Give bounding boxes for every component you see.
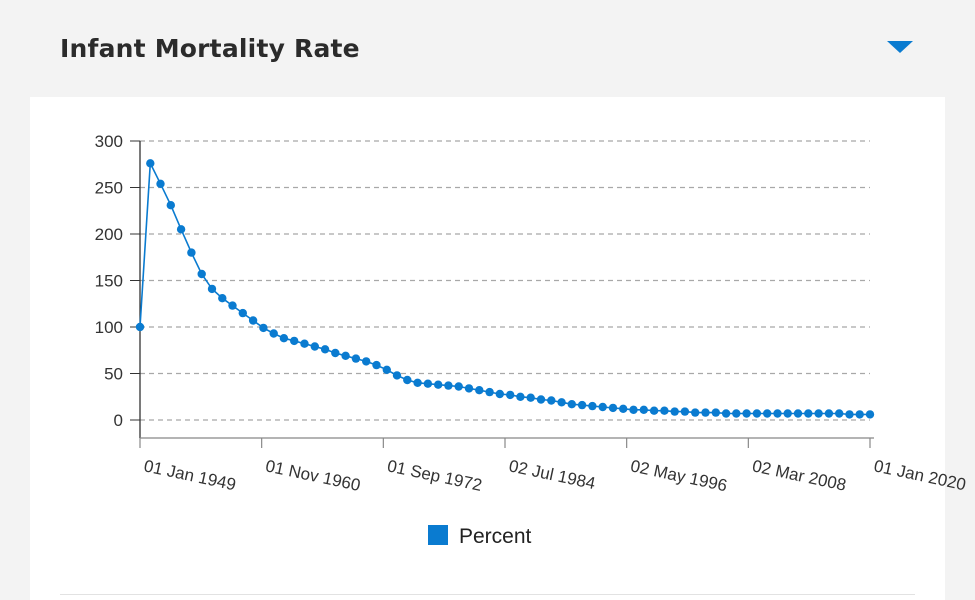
y-tick-label: 300 <box>95 132 123 151</box>
data-point <box>320 345 330 354</box>
data-point <box>300 339 309 348</box>
data-point <box>629 405 638 414</box>
data-point <box>814 409 823 418</box>
card-divider <box>60 594 915 595</box>
data-point <box>176 225 186 234</box>
x-tick-label: 01 Sep 1972 <box>386 456 484 495</box>
y-tick-label: 200 <box>95 225 123 244</box>
data-point <box>475 386 484 395</box>
data-point <box>269 329 278 338</box>
data-point <box>392 371 402 380</box>
data-point <box>135 322 145 332</box>
collapse-toggle[interactable] <box>885 38 917 58</box>
x-tick-label: 02 May 1996 <box>629 456 729 495</box>
data-point <box>660 406 669 415</box>
legend-swatch <box>428 525 448 545</box>
data-point <box>434 380 443 389</box>
data-point <box>413 378 422 387</box>
data-point <box>567 400 576 409</box>
data-point <box>197 269 206 279</box>
data-point <box>290 336 299 346</box>
chart-card: Infant Mortality Rate <box>30 0 945 600</box>
x-tick-label: 02 Jul 1984 <box>507 456 597 493</box>
data-point <box>187 248 196 257</box>
data-point <box>865 410 875 419</box>
data-point <box>485 387 494 397</box>
data-point <box>793 409 803 418</box>
data-point <box>557 398 566 407</box>
data-point <box>680 407 690 416</box>
data-point <box>855 410 864 419</box>
data-point <box>331 348 340 358</box>
data-point <box>691 408 700 417</box>
card-title: Infant Mortality Rate <box>60 34 360 63</box>
data-point <box>207 284 217 294</box>
data-point <box>721 409 731 418</box>
data-point <box>341 351 350 360</box>
data-point <box>403 375 412 385</box>
x-tick-label: 01 Jan 1949 <box>142 456 237 494</box>
data-point <box>752 409 762 418</box>
data-point <box>824 409 834 418</box>
data-point <box>598 402 607 412</box>
data-point <box>382 365 391 374</box>
y-tick-label: 250 <box>95 179 123 198</box>
y-tick-label: 50 <box>104 365 123 384</box>
data-point <box>619 404 628 413</box>
data-point <box>228 301 237 310</box>
data-point <box>608 403 618 413</box>
data-point <box>310 342 319 351</box>
data-point <box>711 408 720 417</box>
chevron-down-icon <box>887 41 913 53</box>
data-point <box>279 334 289 343</box>
data-point <box>845 410 854 419</box>
data-point <box>732 409 741 418</box>
card-header: Infant Mortality Rate <box>30 0 945 97</box>
data-point <box>248 316 258 325</box>
data-point <box>670 407 679 416</box>
series-line <box>139 160 870 416</box>
data-point <box>742 409 751 418</box>
data-point <box>783 409 792 418</box>
data-point <box>146 159 155 168</box>
y-tick-label: 100 <box>95 318 123 337</box>
data-point <box>156 179 165 188</box>
y-tick-label: 150 <box>95 272 123 291</box>
data-point <box>588 401 597 411</box>
data-point <box>454 382 463 391</box>
data-point <box>649 406 659 415</box>
data-point <box>495 389 504 399</box>
data-point <box>773 409 782 418</box>
data-point <box>804 409 813 418</box>
data-point <box>835 409 844 418</box>
data-point <box>639 405 648 414</box>
x-tick-label: 02 Mar 2008 <box>751 456 848 494</box>
data-point <box>218 294 227 303</box>
data-point <box>464 384 474 393</box>
data-point <box>701 408 710 417</box>
x-tick-label: 01 Nov 1960 <box>264 456 362 495</box>
data-point <box>506 390 515 400</box>
data-point <box>763 409 772 418</box>
data-point <box>444 381 453 390</box>
x-tick-label: 01 Jan 2020 <box>872 456 967 494</box>
data-point <box>547 396 556 405</box>
data-point <box>577 400 587 410</box>
data-point <box>536 395 546 404</box>
data-point <box>372 360 381 370</box>
data-point <box>423 379 433 388</box>
data-point <box>516 392 525 401</box>
data-point <box>362 357 371 366</box>
y-tick-label: 0 <box>114 411 123 430</box>
data-point <box>259 323 268 333</box>
legend-label: Percent <box>459 525 532 548</box>
data-point <box>238 308 247 318</box>
data-point <box>526 393 535 402</box>
data-point <box>166 201 175 210</box>
data-point <box>351 354 361 363</box>
